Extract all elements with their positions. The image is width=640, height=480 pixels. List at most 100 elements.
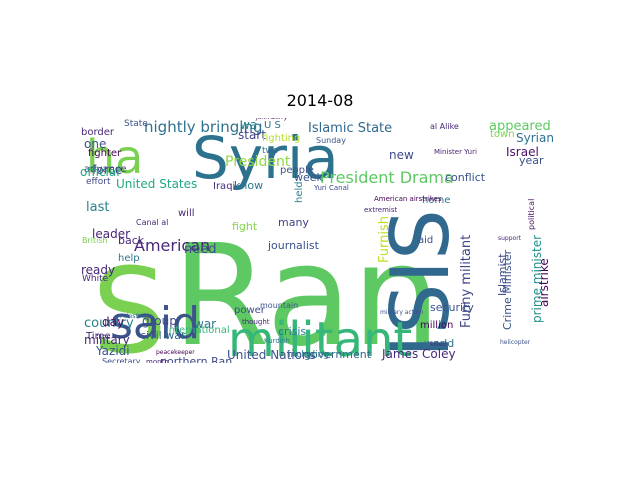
figure-title: 2014-08: [286, 91, 354, 110]
cloud-word-time: Time: [85, 331, 110, 342]
cloud-word-group: group: [142, 314, 177, 328]
cloud-word-yuri-canal: Yuri Canal: [313, 184, 349, 192]
cloud-word-people: people: [280, 165, 314, 176]
cloud-word-militant: militant: [228, 312, 412, 363]
cloud-word-president-drama: President Drama: [320, 168, 454, 187]
cloud-word-will: will: [178, 208, 195, 219]
cloud-word-civil-war: civil war: [140, 329, 186, 342]
cloud-word-ready: ready: [81, 263, 115, 277]
cloud-word-million: million: [420, 320, 453, 331]
cloud-word-israel: Israel: [506, 145, 539, 159]
cloud-word-security: security: [430, 301, 474, 314]
cloud-word-said: said: [110, 298, 200, 349]
cloud-word-white: White: [82, 274, 109, 284]
cloud-word-force: force: [92, 163, 122, 177]
cloud-word-aid: aid: [418, 235, 433, 246]
cloud-word-home: home: [422, 195, 450, 206]
cloud-word-conflict: conflict: [445, 171, 486, 184]
cloud-word-including: including: [288, 350, 329, 360]
cloud-word-yazidi: Yazidi: [95, 344, 130, 358]
cloud-word-mountain: mountain: [260, 301, 298, 310]
cloud-word-fighting: fighting: [262, 133, 300, 144]
cloud-word-help: help: [118, 253, 140, 264]
cloud-word-british: British: [82, 236, 108, 245]
cloud-word-country: country: [84, 316, 134, 331]
cloud-word-secretary: Secretary: [102, 357, 141, 363]
cloud-word-journalist: journalist: [267, 239, 320, 252]
cloud-word-john-berry: John Berry: [255, 118, 288, 121]
cloud-word-iraqi: Iraqi: [213, 181, 235, 192]
cloud-word-isis: ISIS: [374, 209, 467, 358]
cloud-word-start: start: [238, 128, 266, 142]
word-cloud: Ran S Syria ISIS militant said ha President Dra…: [80, 118, 563, 363]
cloud-word-military: military: [84, 333, 130, 347]
cloud-word-year: year: [519, 154, 544, 167]
cloud-word-airstrike: airstrike: [537, 258, 551, 307]
cloud-word-month: month: [146, 358, 169, 363]
cloud-word-kurdish: Kurdish: [264, 337, 290, 345]
cloud-word-ha: ha: [86, 130, 143, 184]
cloud-word-united-nations: United Nations: [227, 348, 316, 362]
cloud-word-many: many: [278, 216, 309, 229]
cloud-word-ran: Ran: [172, 215, 441, 363]
cloud-word-crime-minister: Crime Minister: [501, 249, 514, 330]
cloud-word-town: town: [490, 129, 515, 140]
cloud-word-extremist: extremist: [364, 206, 398, 214]
cloud-word-fight: fight: [232, 220, 258, 233]
cloud-word-advance: advance: [84, 164, 127, 175]
cloud-word-al-alike: al Alike: [430, 122, 459, 131]
cloud-word-know: know: [234, 179, 263, 192]
cloud-word-peacekeeper: peacekeeper: [156, 349, 195, 356]
cloud-word-northern-ran: northern Ran: [160, 355, 232, 363]
cloud-word-killed: killed: [430, 341, 446, 348]
cloud-word-military-action: military action: [380, 309, 423, 316]
cloud-word-funny-militant: Funny militant: [459, 235, 474, 328]
cloud-word-new: new: [389, 148, 414, 162]
cloud-word-prime-minister: prime minister: [530, 235, 544, 323]
cloud-word-helicopter: helicopter: [500, 339, 531, 346]
cloud-word-appeared: appeared: [489, 119, 551, 134]
cloud-word-international: international: [166, 325, 230, 336]
cloud-word-political: political: [527, 199, 536, 230]
cloud-word-leader: leader: [92, 227, 130, 241]
cloud-word-syria: Syria: [192, 124, 339, 192]
cloud-word-s: S: [92, 242, 167, 363]
cloud-word-held: held: [294, 181, 305, 203]
cloud-word-sunday: Sunday: [316, 136, 346, 145]
cloud-word-islamist: Islamist: [496, 253, 509, 296]
cloud-word-palestinian: Palestinian: [120, 313, 153, 320]
cloud-word-back: back: [118, 234, 145, 247]
cloud-word-state: State: [124, 119, 148, 129]
cloud-word-day: day: [102, 315, 124, 329]
cloud-word-fighter: fighter: [88, 148, 122, 159]
cloud-word-world: world: [424, 337, 454, 350]
cloud-word-last: last: [86, 200, 109, 215]
cloud-word-week: week: [294, 171, 324, 184]
cloud-word-war: war: [194, 317, 216, 331]
cloud-word-two: two: [262, 146, 279, 156]
cloud-word-need: need: [184, 242, 217, 257]
cloud-word-government: government: [304, 348, 372, 361]
cloud-word-crisis: crisis: [278, 325, 306, 338]
cloud-word-one: one: [84, 137, 106, 151]
cloud-word-islamic-state: Islamic State: [308, 121, 392, 136]
cloud-word-united-states: United States: [116, 177, 197, 191]
cloud-word-furnish: Furnish: [377, 216, 392, 263]
cloud-word-james-coley: James Coley: [381, 347, 456, 361]
cloud-word-american-airstrikes: American airstrikes: [374, 195, 442, 203]
cloud-word-president: President: [225, 154, 291, 170]
cloud-word-canal-al: Canal al: [136, 218, 168, 227]
cloud-word-u-s: U S: [264, 120, 281, 131]
cloud-word-support: support: [498, 235, 522, 242]
cloud-word-wa: wa: [240, 118, 257, 132]
cloud-word-official: official: [80, 165, 120, 179]
cloud-word-nightly-bringing: nightly bringing: [144, 118, 262, 136]
cloud-word-thought: thought: [242, 318, 270, 326]
cloud-word-american: American: [134, 236, 210, 255]
cloud-word-syrian: Syrian: [516, 131, 554, 145]
cloud-word-minister-yuri: Minister Yuri: [434, 148, 477, 156]
cloud-word-border: border: [81, 127, 115, 138]
cloud-word-effort: effort: [86, 177, 111, 187]
cloud-word-power: power: [234, 305, 266, 316]
